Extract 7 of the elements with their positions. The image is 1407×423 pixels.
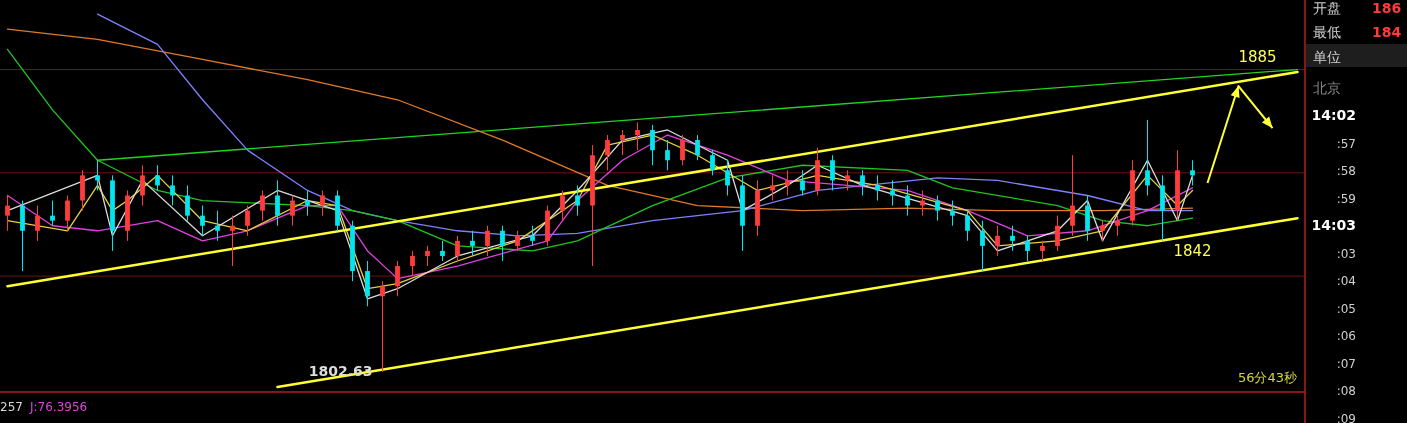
side-panel: 开盘 186 最低 184 单位 北京 14:02 :57 :58 :59 14:03 :03 :04 :05 :06 :07 :08 :09: [1306, 0, 1407, 423]
text: 257: [0, 400, 23, 414]
text: J:76.3956: [29, 400, 88, 414]
annotation: 1802.63: [308, 362, 373, 379]
text: 1885: [1238, 48, 1277, 67]
annotation: 1842: [1173, 242, 1212, 261]
annotation: 56分43秒: [1237, 370, 1297, 385]
